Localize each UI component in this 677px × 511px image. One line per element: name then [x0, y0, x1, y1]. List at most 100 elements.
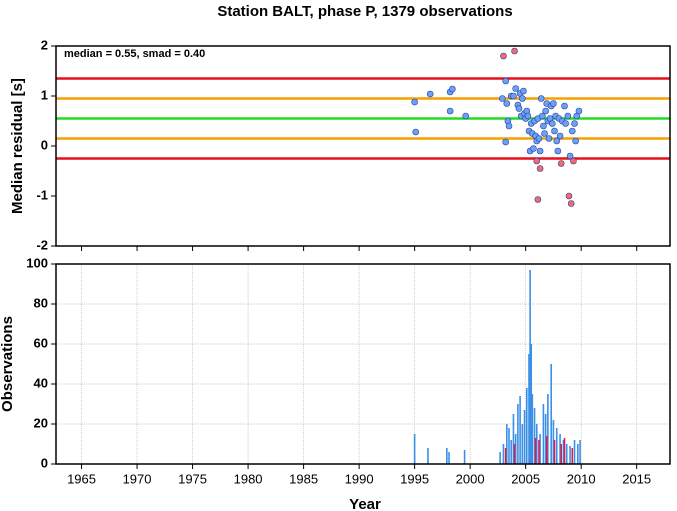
bar	[544, 414, 547, 464]
bar	[534, 438, 537, 464]
y-tick-label: 0	[41, 455, 48, 470]
point	[449, 85, 456, 93]
x-tick-label: 1975	[178, 471, 207, 486]
bar	[529, 270, 531, 464]
bar	[463, 450, 466, 464]
y-tick-label: 2	[41, 37, 48, 52]
point	[536, 165, 544, 172]
point	[499, 95, 506, 102]
bar	[535, 424, 538, 464]
bar	[513, 444, 516, 464]
y-axis-label: Median residual [s]	[9, 78, 26, 214]
y-tick-label: 20	[34, 415, 48, 430]
bar	[525, 388, 528, 464]
bar	[563, 438, 566, 464]
point	[575, 107, 583, 115]
y-tick-label: 60	[34, 335, 48, 350]
point	[519, 95, 526, 102]
x-tick-label: 2015	[622, 471, 651, 486]
x-tick-label: 2010	[567, 471, 596, 486]
point	[511, 47, 518, 55]
point	[412, 128, 420, 136]
bar	[531, 394, 534, 464]
x-tick-label: 1995	[400, 471, 429, 486]
bar	[505, 424, 508, 464]
bar	[446, 448, 448, 464]
point	[462, 112, 470, 120]
bar	[523, 410, 526, 464]
point	[572, 137, 579, 145]
x-tick-label: 1980	[234, 471, 263, 486]
bar	[510, 440, 513, 464]
point	[411, 98, 418, 106]
point	[503, 100, 511, 107]
annotation: median = 0.55, smad = 0.40	[64, 48, 205, 60]
bar	[514, 434, 517, 464]
point	[551, 127, 558, 135]
y-tick-label: 40	[34, 375, 48, 390]
point	[512, 85, 519, 92]
y-tick-label: 100	[26, 255, 48, 270]
point	[570, 157, 577, 165]
bar	[528, 354, 530, 464]
point	[524, 112, 532, 120]
point	[567, 200, 575, 207]
bar	[569, 446, 571, 464]
point	[554, 147, 562, 155]
point	[561, 102, 568, 110]
point	[515, 105, 523, 112]
point	[553, 137, 561, 145]
bar	[560, 444, 562, 464]
y-tick-label: 80	[34, 295, 48, 310]
y-tick-label: 1	[41, 87, 48, 102]
bar	[571, 448, 574, 464]
bar	[539, 434, 541, 464]
point	[571, 120, 578, 127]
point	[530, 145, 537, 152]
bar	[448, 452, 450, 464]
bar	[413, 434, 416, 464]
x-tick-label: 1990	[345, 471, 374, 486]
plot-frame	[55, 263, 671, 465]
y-tick-label: -2	[36, 237, 48, 252]
point	[541, 130, 548, 137]
point	[426, 90, 434, 98]
bar	[512, 414, 515, 464]
x-tick-label: 1965	[67, 471, 96, 486]
y-tick-label: 0	[41, 137, 48, 152]
y-axis-label: Observations	[0, 316, 16, 412]
point	[535, 135, 543, 142]
x-axis-label: Year	[349, 496, 381, 511]
point	[505, 122, 513, 130]
bar	[533, 408, 536, 464]
point	[557, 160, 565, 167]
point	[534, 196, 542, 203]
bar	[562, 440, 565, 464]
bar	[521, 424, 524, 464]
x-tick-label: 2005	[511, 471, 540, 486]
point	[537, 95, 545, 102]
point	[533, 157, 541, 165]
point	[510, 92, 517, 100]
point	[565, 192, 573, 200]
point	[502, 138, 509, 146]
bar	[517, 404, 519, 464]
plot-frame	[55, 45, 671, 247]
bar	[547, 394, 549, 464]
bar	[530, 344, 533, 464]
bar	[552, 420, 555, 464]
bar	[550, 364, 552, 464]
bar	[427, 448, 429, 464]
point	[502, 77, 509, 85]
bar	[508, 428, 510, 464]
point	[542, 107, 549, 115]
bar	[545, 436, 548, 464]
point	[556, 132, 564, 140]
point	[545, 135, 553, 142]
bar	[565, 444, 568, 464]
point	[520, 87, 527, 95]
bar	[502, 444, 505, 464]
bar	[504, 448, 507, 464]
